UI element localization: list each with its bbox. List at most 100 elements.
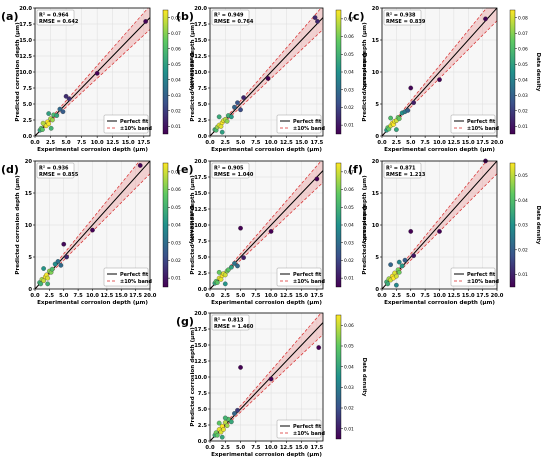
colorbar-tick-label: 0.07 <box>344 16 354 22</box>
data-point <box>214 280 220 285</box>
tolerance-band <box>210 161 323 289</box>
colorbar-label: Data density <box>535 206 541 245</box>
colorbar-tick-label: 0.01 <box>344 426 354 432</box>
y-tick-label: 2.5 <box>23 118 33 124</box>
x-tick-label: 12.5 <box>106 140 119 146</box>
x-tick-label: 12.5 <box>280 140 293 146</box>
band-upper-line <box>210 161 322 289</box>
y-tick-label: 7.5 <box>198 86 208 92</box>
y-axis-label: Predicted corrosion depth (μm) <box>362 22 368 122</box>
data-point <box>137 163 143 168</box>
colorbar <box>335 314 342 440</box>
colorbar-tick-label: 0.05 <box>518 173 528 179</box>
colorbar-tick-label: 0.07 <box>171 169 181 175</box>
y-tick-label: 5.0 <box>198 102 208 108</box>
panel-d: 0.0 2.5 5.0 7.5 10.0 12.5 15.0 17.5 20.0 0 5 10 15 20… <box>1 159 194 306</box>
y-tick-label: 10.0 <box>194 375 207 381</box>
band-lower-line <box>382 173 497 289</box>
x-tick-label: 15.0 <box>115 293 128 299</box>
data-point <box>40 127 45 132</box>
y-tick-label: 20.0 <box>194 6 207 12</box>
x-tick-label: 20.0 <box>491 293 504 299</box>
x-tick-label: 0.0 <box>205 445 215 451</box>
x-tick-label: 2.5 <box>221 293 231 299</box>
colorbar-tick-label: 0.04 <box>344 223 354 229</box>
data-point <box>46 121 52 127</box>
colorbar-label: Data density <box>361 358 367 397</box>
y-tick-label: 17.5 <box>194 22 207 28</box>
data-point <box>219 129 225 135</box>
y-axis-label: Predicted corrosion depth (μm) <box>15 175 21 275</box>
y-tick-label: 17.5 <box>194 175 207 181</box>
x-tick-label: 7.5 <box>77 140 87 146</box>
colorbar-tick-label: 0.03 <box>171 93 181 99</box>
y-axis-label: Predicted corrosion depth (μm) <box>190 327 196 427</box>
colorbar-tick-label: 0.02 <box>171 258 181 264</box>
x-tick-label: 15.0 <box>295 140 308 146</box>
data-point <box>238 225 243 231</box>
data-point <box>90 227 95 233</box>
data-point <box>229 419 234 425</box>
r2-value: R² = 0.936 <box>39 166 69 172</box>
data-point <box>221 427 226 432</box>
y-tick-label: 7.5 <box>198 391 208 397</box>
data-point <box>232 411 237 416</box>
y-tick-label: 12.5 <box>194 54 207 60</box>
data-point <box>388 262 393 268</box>
data-point <box>50 117 55 123</box>
data-point <box>224 423 230 428</box>
y-tick-label: 5.0 <box>198 255 208 261</box>
perfect-fit-line <box>382 161 497 289</box>
x-tick-label: 17.5 <box>476 293 489 299</box>
colorbar-tick-label: 0.06 <box>518 46 528 52</box>
data-point <box>241 95 246 100</box>
colorbar-tick-label: 0.01 <box>171 276 181 282</box>
data-point <box>268 376 274 382</box>
panel-b: 0.0 2.5 5.0 7.5 10.0 12.5 15.0 17.50.02.55.07.5… <box>176 6 367 153</box>
y-tick-label: 10.0 <box>194 70 207 76</box>
legend-perfect-label: Perfect fit <box>293 119 322 125</box>
legend-perfect-label: Perfect fit <box>120 272 149 278</box>
colorbar-tick-label: 0.04 <box>344 70 354 76</box>
data-point <box>41 266 46 271</box>
legend-band-label: ±10% band <box>293 431 325 437</box>
colorbar-tick-label: 0.06 <box>171 187 181 193</box>
x-tick-label: 0.0 <box>377 140 387 146</box>
panel-label: (e) <box>176 163 194 176</box>
x-tick-label: 15.0 <box>295 293 308 299</box>
data-point <box>216 420 222 426</box>
data-point <box>45 275 51 281</box>
y-tick-label: 15.0 <box>194 38 207 44</box>
colorbar-label: Data density <box>188 206 194 245</box>
x-tick-label: 17.5 <box>310 293 323 299</box>
y-tick-label: 5 <box>375 102 379 108</box>
data-point <box>66 96 72 102</box>
x-tick-label: 7.5 <box>251 140 261 146</box>
data-point <box>232 261 237 266</box>
y-tick-label: 7.5 <box>23 86 33 92</box>
colorbar-tick-label: 0.05 <box>344 344 354 350</box>
data-point <box>408 85 414 91</box>
data-point <box>316 345 322 350</box>
y-tick-label: 20 <box>372 159 380 165</box>
data-point <box>41 278 46 284</box>
y-tick-label: 10 <box>372 223 380 229</box>
data-point <box>229 264 234 270</box>
data-point <box>238 107 243 113</box>
y-tick-label: 5.0 <box>23 102 33 108</box>
colorbar-tick-label: 0.01 <box>344 276 354 282</box>
rmse-value: RMSE = 0.855 <box>39 172 79 178</box>
colorbar-tick-label: 0.06 <box>171 46 181 52</box>
colorbar-tick-label: 0.04 <box>344 364 354 370</box>
metrics-box <box>211 162 250 179</box>
colorbar-tick-label: 0.05 <box>344 52 354 58</box>
y-tick-label: 0.0 <box>198 134 208 140</box>
data-point <box>219 434 225 440</box>
x-tick-label: 7.5 <box>251 445 261 451</box>
data-point <box>411 100 416 106</box>
colorbar-tick-label: 0.05 <box>344 205 354 211</box>
metrics-box <box>383 9 422 26</box>
x-axis-label: Experimental corrosion depth (μm) <box>211 300 322 306</box>
x-tick-label: 10.0 <box>86 293 99 299</box>
x-tick-label: 2.5 <box>221 140 231 146</box>
